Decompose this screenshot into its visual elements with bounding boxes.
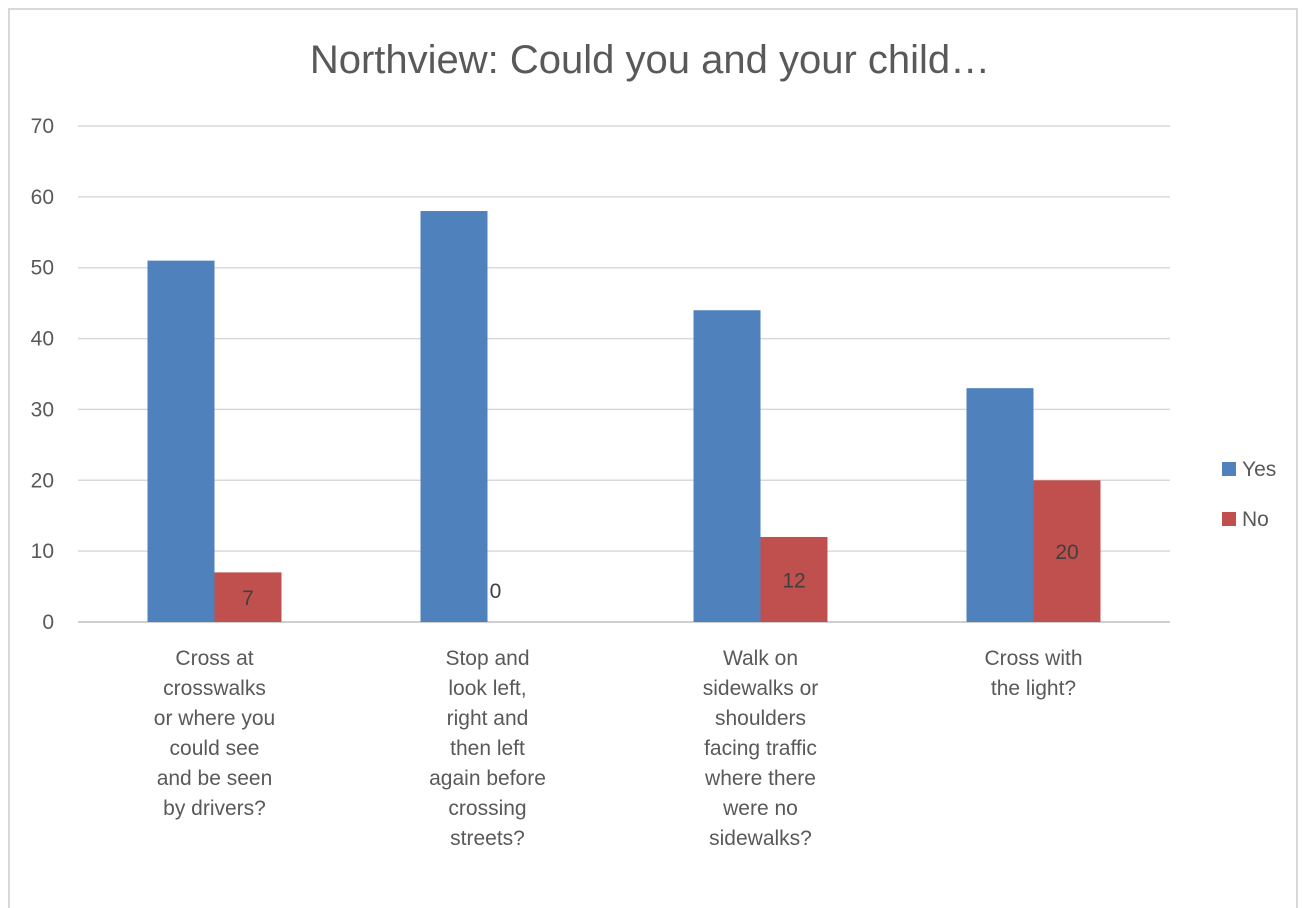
x-tick-label: Cross at crosswalks or where you could see a… [154,647,275,820]
y-tick-label: 50 [31,257,54,280]
chart-frame [8,8,1298,908]
y-tick-label: 0 [42,611,54,634]
bar-yes [420,211,488,622]
data-label: 0 [490,580,502,603]
bar-yes [693,310,761,622]
bar-yes [966,388,1034,622]
x-tick-label: Walk on sidewalks or shoulders facing traff… [703,647,819,850]
y-tick-label: 60 [31,186,54,209]
y-tick-label: 30 [31,398,54,421]
legend-swatch-yes [1222,462,1236,476]
bar-no [1033,480,1101,622]
bar-no [214,572,282,622]
legend-label-no: No [1242,508,1269,531]
y-tick-label: 40 [31,328,54,351]
y-tick-label: 20 [31,469,54,492]
x-tick-label: Cross with the light? [984,647,1082,700]
data-label: 7 [242,587,254,610]
chart-title: Northview: Could you and your child… [309,38,991,82]
data-label: 20 [1055,541,1078,564]
legend-label-yes: Yes [1242,458,1276,481]
bar-no [760,536,828,622]
bar-yes [147,260,215,622]
y-tick-label: 10 [31,540,54,563]
data-label: 12 [782,569,805,592]
x-tick-label: Stop and look left, right and then left agai… [429,647,546,850]
y-tick-label: 70 [31,115,54,138]
legend-swatch-no [1222,512,1236,526]
